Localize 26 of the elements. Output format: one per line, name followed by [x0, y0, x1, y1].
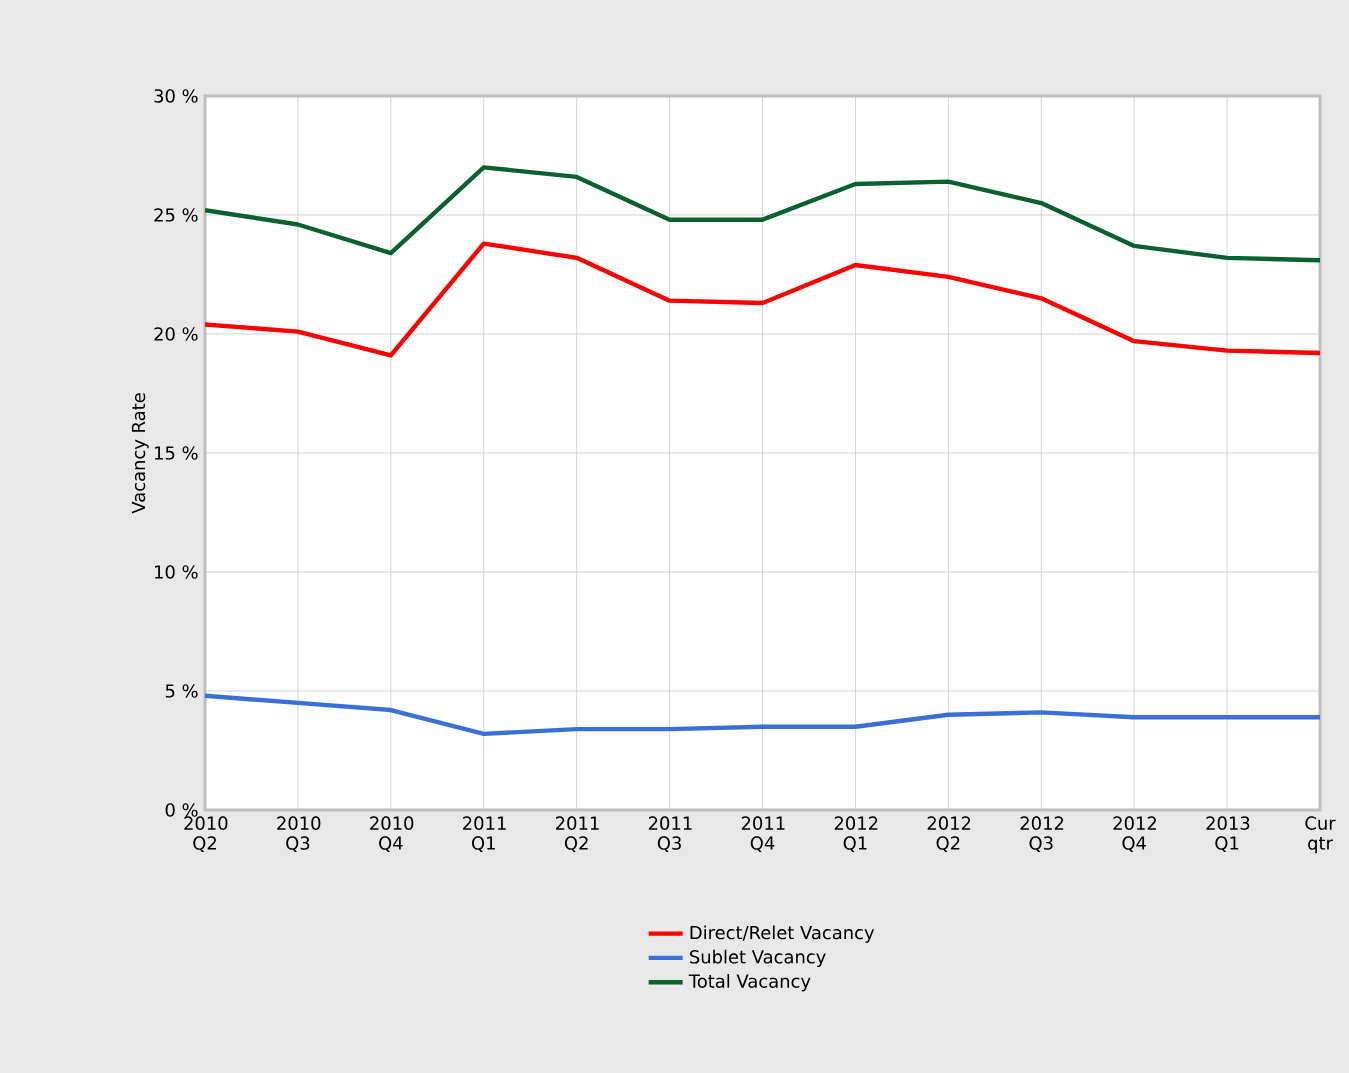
y-tick-label: 15 %: [155, 446, 198, 460]
y-tick-label: 10 %: [155, 565, 198, 579]
y-tick-label: 25 %: [154, 208, 198, 222]
x-tick-label: 2012 Q3: [1020, 816, 1064, 852]
x-tick-label: 2011 Q3: [648, 816, 692, 852]
line-series: [205, 165, 1321, 263]
x-tick-label: 2012 Q4: [1113, 816, 1157, 852]
y-tick-label: 20 %: [154, 327, 198, 341]
y-axis-title: Vacancy Rate: [131, 393, 149, 514]
legend-label: Direct/Relet Vacancy: [690, 925, 875, 943]
x-tick-label: 2011 Q4: [741, 816, 785, 852]
x-tick-label: 2010 Q2: [184, 816, 228, 852]
x-tick-label: Cur qtr: [1305, 816, 1336, 854]
x-tick-label: 2012 Q2: [927, 816, 971, 852]
legend-label: Sublet Vacancy: [690, 949, 826, 968]
y-tick-label: 5 %: [165, 684, 198, 698]
x-tick-label: 2013 Q1: [1206, 816, 1250, 852]
y-tick-label: 0 %: [165, 803, 198, 817]
legend-label: Total Vacancy: [688, 974, 811, 992]
x-tick-label: 2011 Q2: [555, 816, 599, 852]
line-series: [205, 241, 1321, 358]
x-tick-label: 2012 Q1: [834, 816, 878, 852]
x-tick-label: 2010 Q3: [277, 816, 321, 852]
y-tick-label: 30 %: [154, 89, 198, 103]
x-tick-label: 2010 Q4: [370, 816, 414, 852]
x-tick-label: 2011 Q1: [463, 816, 506, 852]
